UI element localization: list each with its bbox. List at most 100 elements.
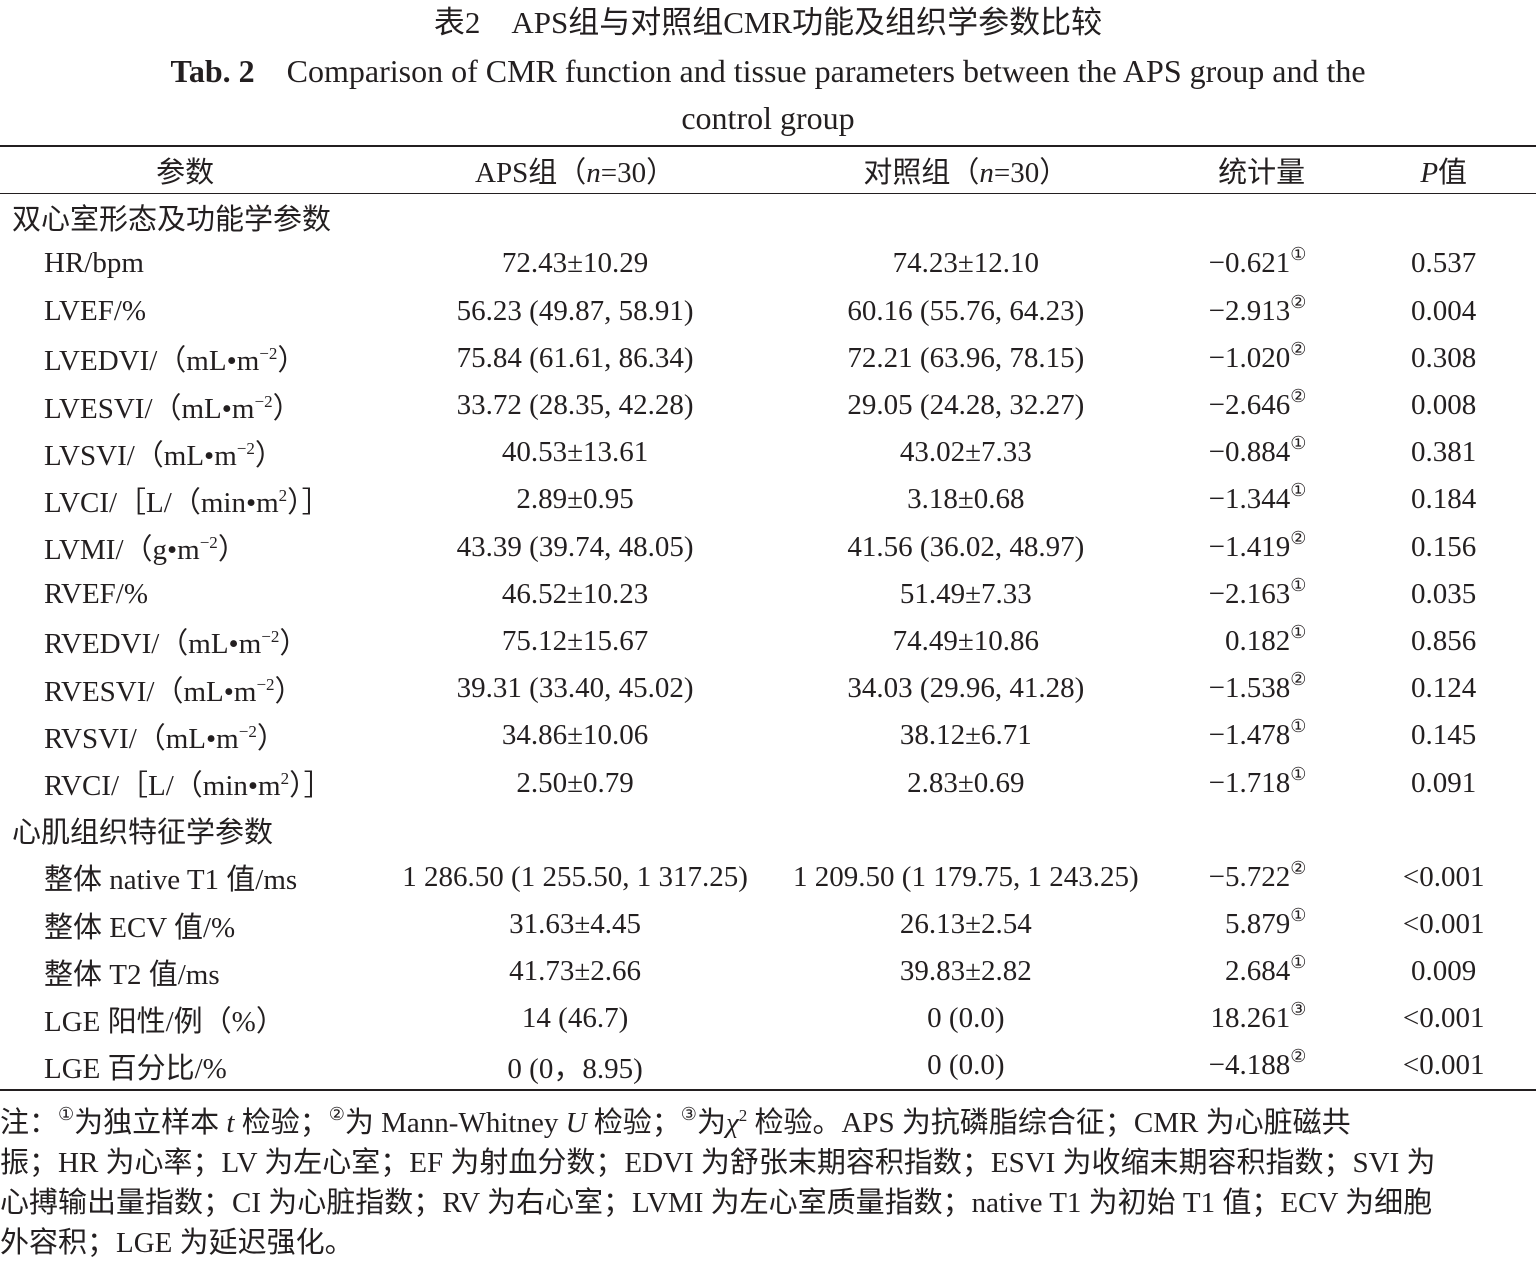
statistic-value: −1.478① — [1208, 716, 1307, 752]
table-row: 整体 native T1 值/ms 1 286.50 (1 255.50, 1 3… — [0, 854, 1536, 901]
param-cell: LVSVI/（mL•m−2） — [44, 438, 284, 472]
aps-value: 14 (46.7) — [521, 1002, 629, 1035]
param-cell: 整体 native T1 值/ms — [44, 864, 298, 897]
control-value: 0 (0.0) — [927, 1002, 1005, 1035]
control-value: 51.49±7.33 — [899, 577, 1032, 610]
control-value: 74.49±10.86 — [892, 624, 1040, 657]
p-value: 0.184 — [1411, 483, 1477, 516]
param-cell: LVEDVI/（mL•m−2） — [44, 344, 307, 378]
statistic-value: 18.261③ — [1210, 999, 1307, 1035]
table-row: LVESVI/（mL•m−2） 33.72 (28.35, 42.28) 29.05… — [0, 382, 1536, 429]
caption-title-en-line1: Comparison of CMR function and tissue pa… — [286, 53, 1366, 89]
test-marker: ② — [1290, 1046, 1307, 1067]
header-p-value: P值 — [1420, 156, 1468, 189]
aps-value: 39.31 (33.40, 45.02) — [456, 672, 694, 705]
p-value: 0.124 — [1411, 672, 1477, 705]
section-title: 双心室形态及功能学参数 — [12, 204, 332, 237]
aps-value: 0 (0，8.95) — [507, 1052, 643, 1085]
param-cell: LVESVI/（mL•m−2） — [44, 391, 302, 425]
table-row: RVEF/% 46.52±10.23 51.49±7.33 −2.163① 0.035 — [0, 571, 1536, 618]
test-marker: ② — [1290, 291, 1307, 312]
statistic-value: −4.188② — [1208, 1046, 1307, 1082]
caption-label-en: Tab. 2 — [170, 53, 255, 89]
caption-title-cn: APS组与对照组CMR功能及组织学参数比较 — [511, 5, 1103, 40]
statistic-value: −1.344① — [1208, 480, 1307, 516]
test-marker: ① — [1290, 763, 1307, 784]
table-row: RVESVI/（mL•m−2） 39.31 (33.40, 45.02) 34.03… — [0, 665, 1536, 712]
param-cell: 整体 ECV 值/% — [44, 911, 236, 944]
statistic-value: −5.722② — [1208, 857, 1307, 893]
control-value: 34.03 (29.96, 41.28) — [847, 672, 1085, 705]
test-marker: ① — [1290, 905, 1307, 926]
param-cell: LVMI/（g•m−2） — [44, 533, 247, 567]
p-value: 0.091 — [1411, 766, 1477, 799]
header-control: 对照组（n=30） — [863, 156, 1069, 189]
p-value: 0.035 — [1411, 577, 1477, 610]
aps-value: 2.89±0.95 — [516, 483, 634, 516]
section-row: 心肌组织特征学参数 — [0, 807, 1536, 854]
statistic-value: −2.646② — [1208, 386, 1307, 422]
test-marker: ① — [1290, 621, 1307, 642]
p-value: 0.856 — [1411, 624, 1477, 657]
header-aps: APS组（n=30） — [475, 156, 676, 189]
statistic-value: 2.684① — [1224, 952, 1307, 988]
param-cell: RVSVI/（mL•m−2） — [44, 721, 286, 755]
caption-label-cn: 表2 — [433, 5, 481, 40]
table-row: HR/bpm 72.43±10.29 74.23±12.10 −0.621① 0.537 — [0, 240, 1536, 287]
param-cell: LVCI/［L/（min•m2）］ — [44, 485, 331, 519]
statistic-value: −0.884① — [1208, 433, 1307, 469]
table-caption-chinese: 表2 APS组与对照组CMR功能及组织学参数比较 — [0, 0, 1536, 46]
control-value: 74.23±12.10 — [892, 247, 1040, 280]
control-value: 43.02±7.33 — [899, 436, 1032, 469]
footnote-line: 注：①为独立样本 t 检验；②为 Mann-Whitney U 检验；③为χ2 … — [0, 1104, 1351, 1139]
control-value: 3.18±0.68 — [907, 483, 1025, 516]
test-marker: ③ — [1290, 999, 1307, 1020]
control-value: 2.83±0.69 — [907, 766, 1025, 799]
footnote-line: 振；HR 为心率；LV 为左心室；EF 为射血分数；EDVI 为舒张末期容积指数… — [0, 1147, 1436, 1179]
param-cell: LGE 百分比/% — [44, 1052, 227, 1085]
aps-value: 31.63±4.45 — [509, 908, 642, 941]
aps-value: 56.23 (49.87, 58.91) — [456, 294, 694, 327]
control-value: 38.12±6.71 — [899, 719, 1032, 752]
statistic-value: −0.621① — [1208, 244, 1307, 280]
param-cell: RVESVI/（mL•m−2） — [44, 674, 304, 708]
section-title: 心肌组织特征学参数 — [12, 817, 274, 850]
param-cell: HR/bpm — [44, 247, 144, 280]
p-value: <0.001 — [1402, 1002, 1485, 1035]
p-value: 0.381 — [1411, 436, 1477, 469]
control-value: 26.13±2.54 — [899, 908, 1032, 941]
aps-value: 43.39 (39.74, 48.05) — [456, 530, 694, 563]
comparison-table: 参数 APS组（n=30） 对照组（n=30） 统计量 P值 双心室形态及功能学… — [0, 145, 1536, 1091]
param-cell: LGE 阳性/例（%） — [44, 1005, 285, 1038]
statistic-value: −1.419② — [1208, 527, 1307, 563]
table-row: LGE 百分比/% 0 (0，8.95) 0 (0.0) −4.188② <0.001 — [0, 1043, 1536, 1090]
statistic-value: 5.879① — [1224, 905, 1307, 941]
table-row: RVCI/［L/（min•m2）］ 2.50±0.79 2.83±0.69 −1.71… — [0, 759, 1536, 806]
control-value: 29.05 (24.28, 32.27) — [847, 389, 1085, 422]
control-value: 60.16 (55.76, 64.23) — [847, 294, 1085, 327]
test-marker: ① — [1290, 574, 1307, 595]
test-marker: ② — [1290, 857, 1307, 878]
caption-title-en-line2: control group — [681, 100, 855, 136]
p-value: <0.001 — [1402, 1049, 1485, 1082]
p-value: 0.145 — [1411, 719, 1477, 752]
statistic-value: 0.182① — [1224, 621, 1307, 657]
header-row: 参数 APS组（n=30） 对照组（n=30） 统计量 P值 — [0, 146, 1536, 194]
table-row: LVEDVI/（mL•m−2） 75.84 (61.61, 86.34) 72.21… — [0, 335, 1536, 382]
table-row: RVSVI/（mL•m−2） 34.86±10.06 38.12±6.71 −1.47… — [0, 712, 1536, 759]
table-row: RVEDVI/（mL•m−2） 75.12±15.67 74.49±10.86 0.1… — [0, 618, 1536, 665]
param-cell: RVEDVI/（mL•m−2） — [44, 627, 309, 661]
test-marker: ① — [1290, 716, 1307, 737]
aps-value: 2.50±0.79 — [516, 766, 634, 799]
p-value: 0.308 — [1411, 341, 1477, 374]
section-row: 双心室形态及功能学参数 — [0, 193, 1536, 240]
test-marker: ② — [1290, 669, 1307, 690]
param-cell: RVEF/% — [44, 577, 149, 610]
statistic-value: −1.718① — [1208, 763, 1307, 799]
p-value: <0.001 — [1402, 860, 1485, 893]
aps-value: 1 286.50 (1 255.50, 1 317.25) — [402, 860, 748, 893]
header-param: 参数 — [156, 156, 215, 189]
footnote-line: 心搏输出量指数；CI 为心脏指数；RV 为右心室；LVMI 为左心室质量指数；n… — [0, 1187, 1433, 1219]
table-caption-english: Tab. 2 Comparison of CMR function and ti… — [0, 48, 1536, 94]
p-value: 0.004 — [1411, 294, 1477, 327]
